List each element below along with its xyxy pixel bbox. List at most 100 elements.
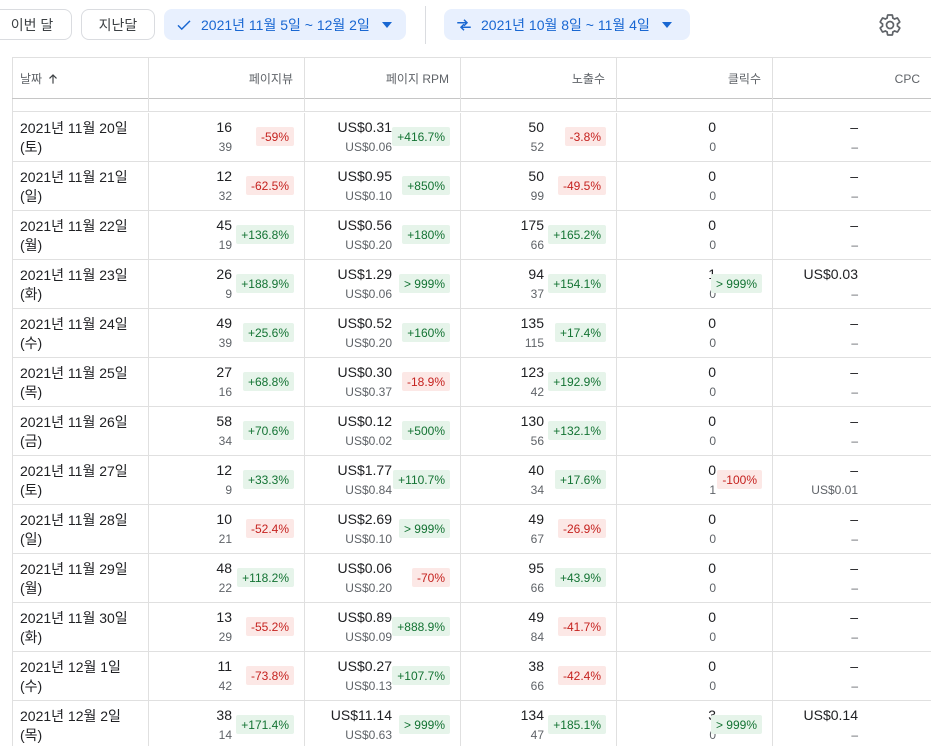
date-cell: 2021년 11월 25일 (목): [12, 358, 149, 406]
table-row: 2021년 11월 25일 (목) 27 16 +68.8% US$0.30 US$0.37…: [12, 358, 931, 407]
pageviews-change-badge: -59%: [255, 127, 294, 146]
cpc-cell: – –: [773, 554, 931, 602]
header-pageviews-label: 페이지뷰: [248, 72, 293, 86]
cpc-cell: – –: [773, 505, 931, 553]
rpm-value: US$0.30: [337, 364, 392, 380]
header-impressions[interactable]: 노출수: [461, 58, 617, 99]
impressions-change-badge: +132.1%: [548, 421, 606, 440]
impressions-value: 49: [528, 609, 544, 625]
pageviews-change-badge: +70.6%: [242, 421, 294, 440]
table-row: 2021년 11월 26일 (금) 58 34 +70.6% US$0.12 US$0.02…: [12, 407, 931, 456]
date-label: 2021년 11월 23일: [20, 267, 128, 283]
rpm-change-badge: > 999%: [398, 715, 450, 734]
date-text: 2021년 11월 23일 (화): [20, 266, 128, 304]
cpc-cell: US$0.03 –: [773, 260, 931, 308]
rpm-value: US$0.31: [337, 119, 392, 135]
impressions-cell: 135 115 +17.4%: [461, 309, 617, 357]
table-row: 2021년 12월 2일 (목) 38 14 +171.4% US$11.14 US$0.6…: [12, 701, 931, 746]
cpc-cell: – –: [773, 211, 931, 259]
pageviews-compare-value: 39: [218, 140, 232, 154]
check-icon: [177, 19, 191, 30]
clicks-value: 0: [708, 315, 716, 331]
pageviews-cell: 26 9 +188.9%: [149, 260, 305, 308]
pageviews-compare-value: 34: [218, 434, 232, 448]
rpm-cell: US$0.27 US$0.13 +107.7%: [305, 652, 461, 700]
pageviews-cell: 49 39 +25.6%: [149, 309, 305, 357]
date-text: 2021년 11월 24일 (수): [20, 315, 128, 353]
table-row: 2021년 11월 23일 (화) 26 9 +188.9% US$1.29 US$0.06…: [12, 260, 931, 309]
compare-date-range-button[interactable]: 2021년 10월 8일 ~ 11월 4일: [444, 9, 690, 40]
impressions-value: 40: [528, 462, 544, 478]
header-clicks[interactable]: 클릭수: [617, 58, 773, 99]
pageviews-compare-value: 9: [225, 483, 232, 497]
rpm-value: US$0.06: [337, 560, 392, 576]
pageviews-cell: 27 16 +68.8%: [149, 358, 305, 406]
cpc-value: –: [850, 511, 858, 527]
clicks-value: 0: [708, 413, 716, 429]
table-row: 2021년 11월 27일 (토) 12 9 +33.3% US$1.77 US$0.84 +…: [12, 456, 931, 505]
rpm-cell: US$0.56 US$0.20 +180%: [305, 211, 461, 259]
rpm-compare-value: US$0.63: [345, 728, 392, 742]
impressions-change-badge: +165.2%: [548, 225, 606, 244]
impressions-cell: 49 84 -41.7%: [461, 603, 617, 651]
impressions-compare-value: 115: [524, 336, 544, 350]
impressions-change-badge: +17.6%: [554, 470, 606, 489]
rpm-compare-value: US$0.10: [345, 532, 392, 546]
impressions-cell: 50 99 -49.5%: [461, 162, 617, 210]
table-left-border: [12, 57, 13, 746]
date-label: 2021년 11월 28일: [20, 512, 128, 528]
toolbar-divider: [425, 6, 426, 44]
this-month-button[interactable]: 이번 달: [0, 9, 72, 40]
rpm-cell: US$11.14 US$0.63 > 999%: [305, 701, 461, 746]
clicks-compare-value: 0: [709, 140, 716, 154]
impressions-compare-value: 47: [530, 728, 544, 742]
rpm-value: US$0.95: [337, 168, 392, 184]
pageviews-cell: 16 39 -59%: [149, 113, 305, 161]
header-date[interactable]: 날짜: [12, 58, 149, 99]
impressions-value: 50: [528, 119, 544, 135]
clicks-compare-value: 0: [709, 336, 716, 350]
pageviews-cell: 12 32 -62.5%: [149, 162, 305, 210]
rpm-change-badge: +850%: [402, 176, 450, 195]
clicks-value: 0: [708, 168, 716, 184]
clicks-compare-value: 0: [709, 679, 716, 693]
pageviews-compare-value: 14: [218, 728, 232, 742]
rpm-change-badge: > 999%: [398, 519, 450, 538]
impressions-value: 50: [528, 168, 544, 184]
cpc-cell: – –: [773, 113, 931, 161]
weekday-label: (토): [20, 139, 43, 155]
date-cell: 2021년 11월 21일 (일): [12, 162, 149, 210]
pageviews-value: 11: [217, 658, 232, 674]
date-cell: 2021년 11월 23일 (화): [12, 260, 149, 308]
rpm-compare-value: US$0.20: [345, 581, 392, 595]
pageviews-change-badge: -55.2%: [245, 617, 294, 636]
cpc-value: –: [850, 119, 858, 135]
header-rpm[interactable]: 페이지 RPM: [305, 58, 461, 99]
pageviews-value: 27: [216, 364, 232, 380]
clicks-cell: 30> 999%: [617, 701, 773, 746]
impressions-cell: 123 42 +192.9%: [461, 358, 617, 406]
date-cell: 2021년 12월 1일 (수): [12, 652, 149, 700]
rpm-compare-value: US$0.13: [345, 679, 392, 693]
clicks-change-badge: -100%: [717, 470, 762, 489]
pageviews-change-badge: -52.4%: [245, 519, 294, 538]
rpm-value: US$2.69: [337, 511, 392, 527]
impressions-change-badge: +43.9%: [554, 568, 606, 587]
weekday-label: (일): [20, 188, 43, 204]
cpc-value: –: [850, 658, 858, 674]
header-cpc[interactable]: CPC: [773, 58, 931, 99]
primary-date-range-button[interactable]: 2021년 11월 5일 ~ 12월 2일: [164, 9, 406, 40]
header-pageviews[interactable]: 페이지뷰: [149, 58, 305, 99]
pageviews-value: 38: [216, 707, 232, 723]
date-text: 2021년 11월 27일 (토): [20, 462, 128, 500]
cpc-cell: – –: [773, 162, 931, 210]
settings-gear-icon[interactable]: [878, 13, 902, 37]
weekday-label: (화): [20, 629, 43, 645]
header-rpm-label: 페이지 RPM: [385, 72, 449, 86]
clicks-compare-value: 0: [709, 238, 716, 252]
clicks-change-badge: > 999%: [710, 715, 762, 734]
last-month-button[interactable]: 지난달: [81, 9, 155, 40]
